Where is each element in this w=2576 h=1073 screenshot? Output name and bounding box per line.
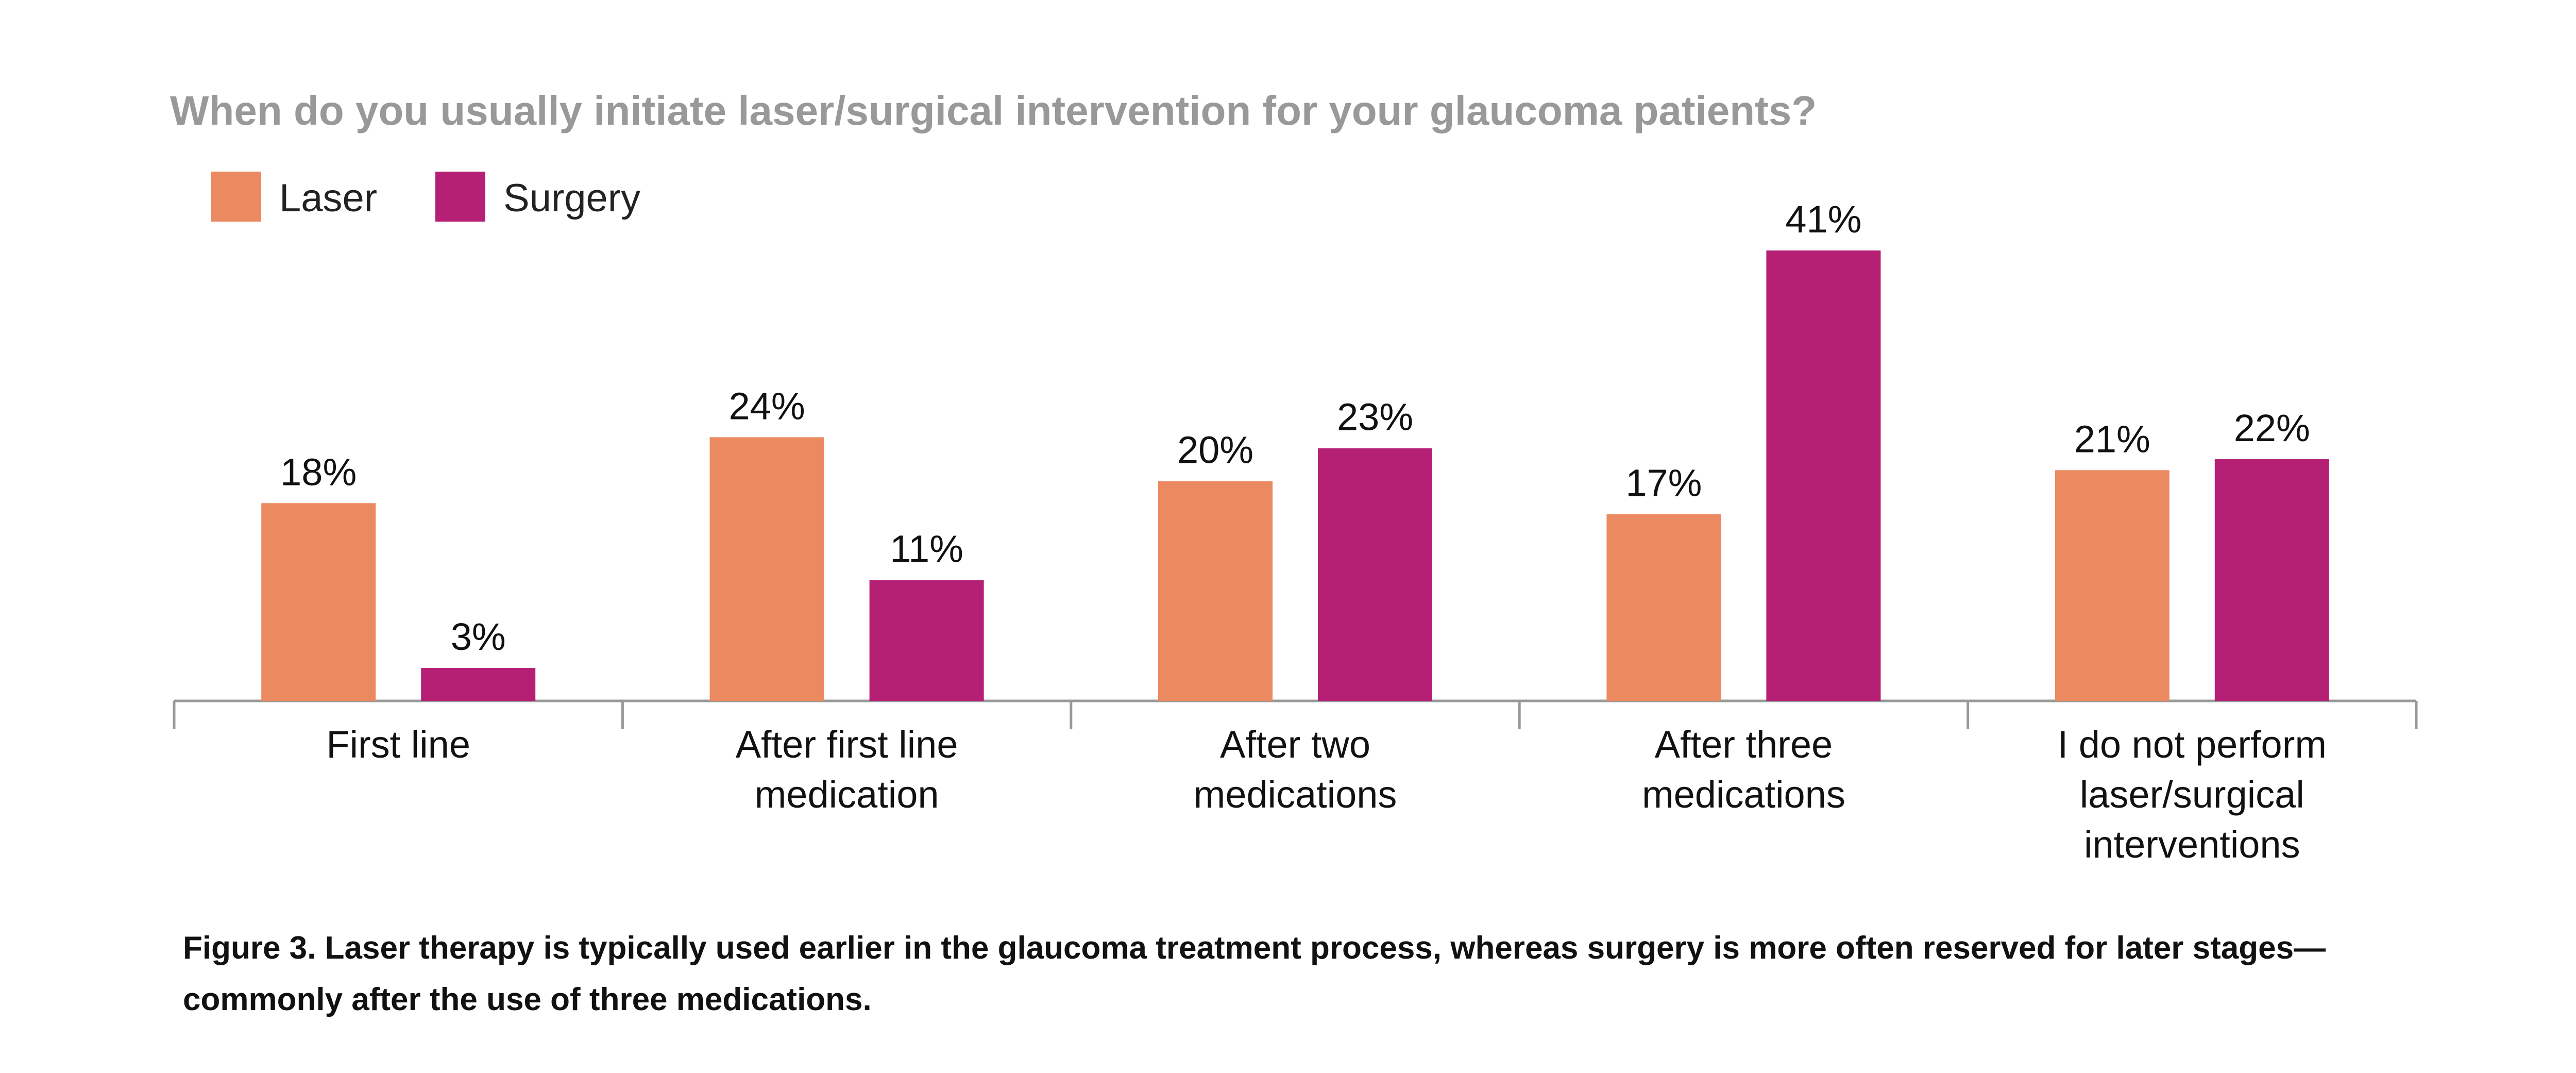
data-label-surgery-4: 22%: [2234, 407, 2310, 449]
data-label-laser-4: 21%: [2074, 417, 2150, 460]
x-tick-label-3: After three medications: [1642, 723, 1845, 816]
bar-surgery-1: [869, 580, 984, 701]
plot-area: 18% 3% First line 24% 11% After first line med…: [173, 198, 2418, 866]
x-tick-label-line: interventions: [2084, 823, 2300, 866]
bar-laser-2: [1158, 481, 1273, 701]
bar-surgery-2: [1318, 448, 1432, 701]
legend: Laser Surgery: [211, 172, 640, 222]
data-label-laser-3: 17%: [1625, 462, 1702, 505]
x-tick-label-4: I do not perform laser/surgical interventi…: [2058, 723, 2327, 866]
bar-surgery-3: [1766, 250, 1881, 701]
x-tick-label-2: After two medications: [1194, 723, 1397, 816]
bar-surgery-0: [421, 668, 536, 701]
x-tick-label-line: I do not perform: [2058, 723, 2327, 766]
x-tick-label-line: medications: [1194, 773, 1397, 816]
x-tick-label-line: First line: [326, 723, 470, 766]
legend-label-surgery: Surgery: [503, 176, 640, 220]
bar-laser-4: [2055, 470, 2170, 701]
bar-laser-0: [261, 503, 376, 701]
bar-surgery-4: [2214, 459, 2329, 701]
x-tick-label-line: medications: [1642, 773, 1845, 816]
data-label-surgery-2: 23%: [1337, 396, 1413, 439]
x-tick-label-0: First line: [326, 723, 470, 766]
bar-laser-3: [1606, 514, 1721, 701]
data-label-laser-0: 18%: [280, 450, 357, 493]
legend-swatch-surgery: [435, 172, 485, 222]
figure-caption: Figure 3. Laser therapy is typically use…: [183, 930, 2326, 1017]
x-tick-label-line: After two: [1220, 723, 1370, 766]
data-label-surgery-1: 11%: [890, 528, 963, 571]
data-label-surgery-0: 3%: [451, 615, 506, 658]
bar-laser-1: [709, 437, 824, 701]
x-tick-label-line: medication: [755, 773, 939, 816]
data-label-laser-1: 24%: [729, 384, 805, 427]
legend-label-laser: Laser: [279, 176, 377, 220]
x-tick-label-line: After three: [1655, 723, 1833, 766]
legend-swatch-laser: [211, 172, 261, 222]
data-label-laser-2: 20%: [1177, 429, 1253, 472]
x-tick-label-1: After first line medication: [736, 723, 958, 816]
data-label-surgery-3: 41%: [1785, 198, 1861, 241]
chart-title: When do you usually initiate laser/surgi…: [170, 88, 1817, 133]
x-tick-label-line: laser/surgical: [2080, 773, 2304, 816]
bar-chart: When do you usually initiate laser/surgi…: [170, 88, 2418, 866]
x-tick-label-line: After first line: [736, 723, 958, 766]
